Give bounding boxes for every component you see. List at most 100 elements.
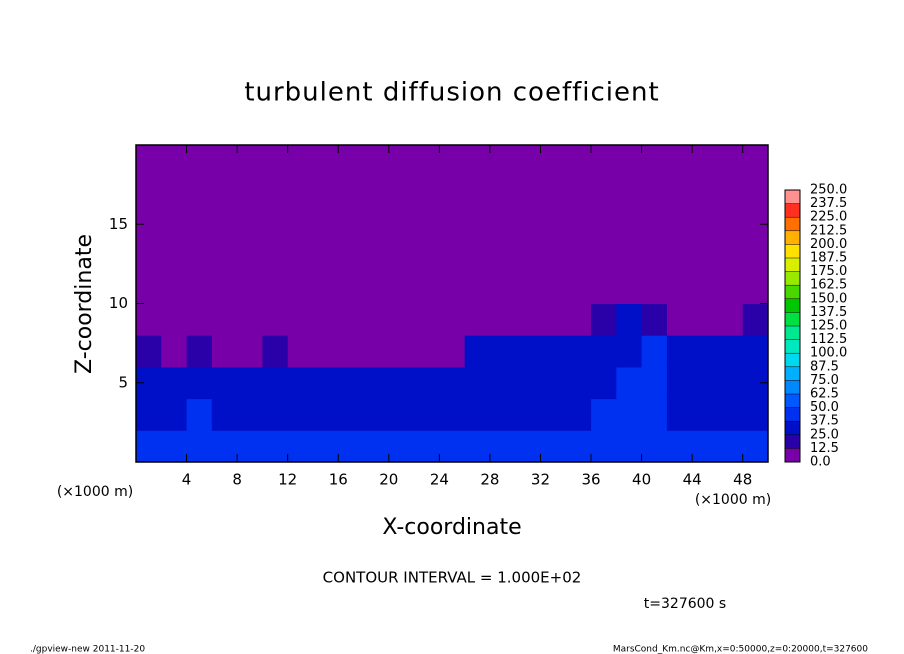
colorbar-bin — [785, 285, 800, 299]
field-cell — [388, 271, 415, 304]
field-cell — [692, 303, 718, 336]
field-cell — [540, 335, 567, 368]
field-cell — [237, 271, 263, 304]
field-cell — [692, 398, 718, 431]
field-cell — [363, 271, 390, 304]
field-cell — [312, 176, 339, 209]
field-cell — [616, 335, 643, 368]
field-cell — [742, 240, 769, 273]
field-cell — [211, 271, 238, 304]
field-cell — [439, 145, 466, 178]
colorbar-bin — [785, 298, 800, 313]
field-cell — [388, 398, 415, 431]
field-cell — [136, 430, 162, 463]
field-cell — [338, 208, 365, 241]
colorbar-bin — [785, 339, 800, 354]
field-cell — [666, 303, 693, 336]
x-tick-label: 8 — [232, 471, 242, 489]
x-tick-label: 36 — [581, 471, 600, 489]
field-cell — [186, 208, 213, 241]
y-tick-label: 15 — [109, 215, 128, 233]
field-cell — [338, 335, 365, 368]
field-cell — [591, 398, 617, 431]
field-cell — [136, 335, 162, 368]
x-tick-label: 24 — [430, 471, 449, 489]
field-cell — [641, 176, 668, 209]
colorbar-bin — [785, 366, 800, 381]
field-cell — [338, 145, 365, 178]
field-cell — [641, 335, 668, 368]
field-cell — [641, 430, 668, 463]
field-cell — [338, 366, 365, 400]
field-cell — [591, 145, 617, 178]
field-cell — [262, 271, 289, 304]
field-cell — [388, 240, 415, 273]
field-cell — [439, 398, 466, 431]
field-cell — [666, 145, 693, 178]
field-cell — [161, 398, 188, 431]
colorbar-bin — [785, 190, 800, 204]
field-cell — [565, 176, 592, 209]
field-cell — [540, 366, 567, 400]
field-cell — [338, 398, 365, 431]
colorbar-bin — [785, 380, 800, 394]
field-cell — [540, 398, 567, 431]
field-cell — [161, 176, 188, 209]
field-cell — [287, 271, 314, 304]
field-cell — [388, 303, 415, 336]
field-cell — [287, 145, 314, 178]
field-cell — [616, 366, 643, 400]
field-cell — [186, 271, 213, 304]
field-cell — [338, 240, 365, 273]
colorbar-label: 237.5 — [810, 196, 847, 211]
field-cell — [312, 208, 339, 241]
colorbar-label: 125.0 — [810, 319, 847, 334]
x-tick-label: 40 — [632, 471, 651, 489]
x-tick-label: 48 — [733, 471, 752, 489]
field-cell — [717, 335, 744, 368]
field-cell — [641, 398, 668, 431]
field-cell — [237, 176, 263, 209]
field-cell — [211, 240, 238, 273]
field-cell — [666, 176, 693, 209]
colorbar-label: 100.0 — [810, 346, 847, 361]
field-cell — [262, 335, 289, 368]
field-cell — [414, 398, 440, 431]
field-cell — [565, 145, 592, 178]
field-cell — [388, 430, 415, 463]
field-cell — [540, 145, 567, 178]
field-cell — [666, 271, 693, 304]
field-cell — [616, 208, 643, 241]
field-cell — [591, 366, 617, 400]
field-cell — [262, 240, 289, 273]
field-cell — [742, 430, 769, 463]
field-cell — [717, 145, 744, 178]
field-cell — [616, 398, 643, 431]
colorbar-label: 212.5 — [810, 223, 847, 238]
field-cell — [641, 366, 668, 400]
field-cell — [237, 366, 263, 400]
field-cell — [186, 176, 213, 209]
field-cell — [591, 303, 617, 336]
field-cell — [489, 430, 516, 463]
field-cell — [161, 366, 188, 400]
colorbar-bin — [785, 258, 800, 272]
colorbar-label: 37.5 — [810, 414, 839, 429]
field-cell — [338, 176, 365, 209]
field-cell — [287, 240, 314, 273]
field-cell — [515, 335, 541, 368]
field-cell — [388, 145, 415, 178]
field-cell — [616, 176, 643, 209]
field-cell — [489, 176, 516, 209]
field-cell — [565, 271, 592, 304]
field-cell — [565, 208, 592, 241]
field-cell — [692, 271, 718, 304]
field-cell — [717, 208, 744, 241]
colorbar-bin — [785, 434, 800, 449]
field-cell — [136, 398, 162, 431]
field-cell — [262, 430, 289, 463]
field-cell — [287, 398, 314, 431]
field-cell — [666, 366, 693, 400]
field-cell — [363, 208, 390, 241]
field-cell — [515, 366, 541, 400]
